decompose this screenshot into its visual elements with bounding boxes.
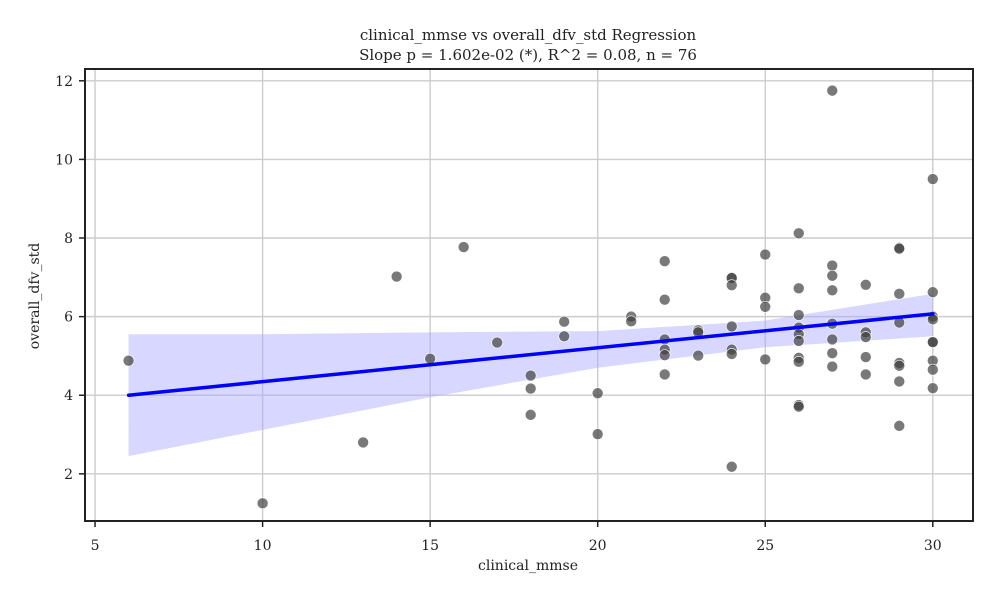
regression-line-group	[126, 312, 935, 397]
data-point	[256, 497, 269, 510]
x-tick-label: 5	[91, 538, 100, 554]
data-point	[792, 309, 805, 321]
data-point	[893, 288, 906, 300]
data-point	[524, 409, 537, 421]
data-point	[826, 269, 839, 282]
data-point	[759, 300, 772, 313]
y-axis-label: overall_dfv_std	[27, 243, 43, 349]
data-point	[725, 320, 738, 333]
data-point	[424, 352, 436, 365]
y-tick-label: 12	[55, 74, 73, 90]
data-point	[893, 242, 906, 255]
data-point	[692, 349, 705, 362]
data-point	[658, 293, 671, 306]
y-tick-label: 6	[64, 310, 73, 326]
data-point	[524, 382, 537, 395]
data-point	[725, 460, 738, 473]
data-point	[558, 330, 570, 343]
data-point	[926, 173, 939, 185]
data-point	[859, 278, 872, 291]
data-point	[859, 351, 872, 363]
data-point	[792, 356, 805, 368]
data-point	[792, 282, 805, 295]
data-point	[759, 248, 772, 261]
data-point	[926, 286, 939, 299]
data-point	[725, 348, 738, 360]
data-point	[826, 347, 839, 359]
data-point	[926, 336, 939, 348]
data-point	[591, 387, 604, 400]
data-point	[725, 279, 738, 291]
y-tick-label: 2	[64, 467, 73, 483]
x-tick-label: 10	[254, 538, 272, 554]
scatter-points	[122, 84, 939, 510]
data-point	[859, 368, 872, 381]
plot-frame	[84, 68, 974, 522]
data-point	[390, 270, 403, 283]
data-point	[893, 359, 906, 372]
y-tick-label: 10	[55, 152, 73, 168]
x-tick-label: 25	[756, 538, 774, 554]
data-point	[625, 315, 638, 328]
data-point	[457, 241, 470, 253]
x-axis-ticks: 5 10 15 20 25 30	[91, 521, 942, 554]
data-point	[792, 335, 805, 347]
data-point	[826, 284, 839, 297]
data-point	[558, 315, 570, 328]
y-tick-label: 8	[64, 231, 73, 247]
data-point	[792, 227, 805, 240]
data-point	[122, 354, 135, 367]
data-point	[491, 336, 503, 349]
grid-lines	[85, 69, 973, 521]
x-axis-label: clinical_mmse	[478, 558, 578, 574]
chart-subtitle: Slope p = 1.602e-02 (*), R^2 = 0.08, n =…	[359, 46, 697, 64]
y-tick-label: 4	[64, 388, 73, 404]
x-tick-label: 15	[421, 538, 439, 554]
data-point	[591, 428, 604, 440]
data-point	[826, 84, 839, 97]
regression-line	[126, 312, 935, 397]
data-point	[893, 420, 906, 432]
data-point	[826, 333, 839, 346]
data-point	[357, 436, 369, 449]
data-point	[658, 255, 671, 267]
x-tick-label: 20	[589, 538, 607, 554]
chart-title: clinical_mmse vs overall_dfv_std Regress…	[360, 26, 697, 44]
data-point	[759, 353, 772, 366]
data-point	[658, 349, 671, 361]
data-point	[893, 375, 906, 388]
data-point	[826, 259, 839, 272]
data-point	[926, 382, 939, 394]
data-point	[826, 360, 839, 373]
y-axis-ticks: 2 4 6 8 10 12	[55, 74, 85, 483]
x-tick-label: 30	[924, 538, 942, 554]
data-point	[658, 368, 671, 381]
data-point	[926, 363, 939, 376]
data-point	[792, 400, 805, 413]
data-point	[524, 369, 537, 382]
data-point	[859, 331, 872, 343]
